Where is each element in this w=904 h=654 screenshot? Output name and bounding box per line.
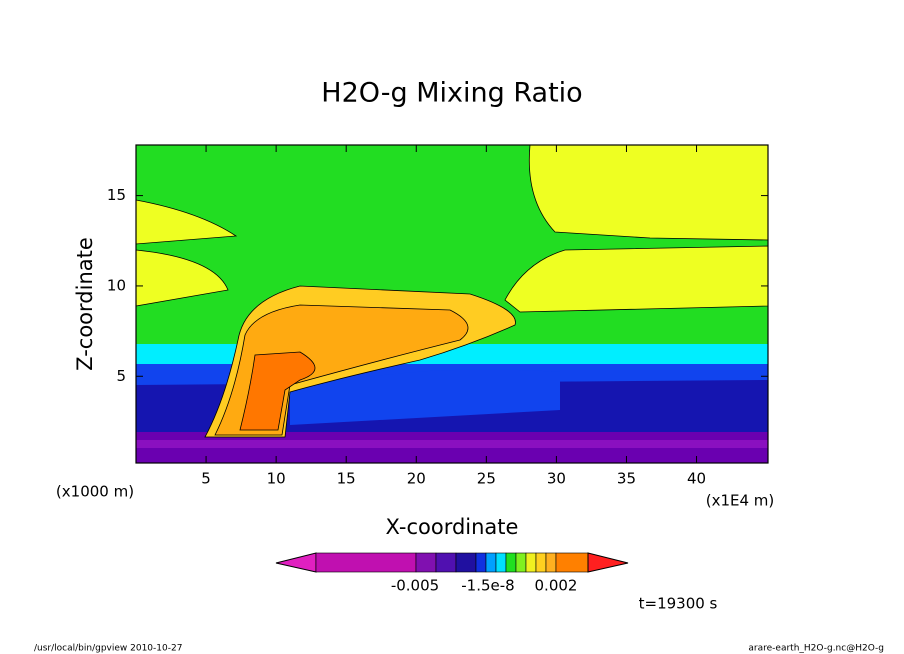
time-label: t=19300 s — [639, 595, 718, 613]
chart-title: H2O-g Mixing Ratio — [321, 78, 582, 109]
colorbar-label: 0.002 — [535, 577, 578, 595]
x-tick-label: 25 — [477, 470, 496, 488]
field-orange-dark — [239, 351, 316, 431]
y-tick-label: 10 — [107, 276, 126, 294]
field-purple — [136, 440, 768, 448]
colorbar — [275, 552, 629, 573]
field-blue — [290, 369, 560, 425]
colorbar-end — [275, 552, 317, 573]
x-tick-label: 5 — [201, 470, 211, 488]
colorbar-segment — [545, 552, 557, 573]
colorbar-segment — [495, 552, 507, 573]
colorbar-segment — [555, 552, 589, 573]
colorbar-segment — [535, 552, 547, 573]
y-axis-label: Z-coordinate — [73, 237, 97, 371]
colorbar-end — [587, 552, 629, 573]
x-tick-label: 15 — [337, 470, 356, 488]
field-yellow — [135, 249, 229, 307]
colorbar-segment — [435, 552, 457, 573]
colorbar-label: -0.005 — [391, 577, 439, 595]
y-tick-label: 5 — [116, 367, 126, 385]
x-tick-label: 35 — [617, 470, 636, 488]
x-tick-label: 20 — [407, 470, 426, 488]
colorbar-segment — [505, 552, 517, 573]
field-yellow — [135, 199, 238, 245]
colorbar-segment — [415, 552, 437, 573]
colorbar-segment — [515, 552, 527, 573]
footer-right: arare-earth_H2O-g.nc@H2O-g — [748, 644, 884, 654]
x-tick-label: 10 — [267, 470, 286, 488]
colorbar-segment — [525, 552, 537, 573]
colorbar-segment — [315, 552, 417, 573]
footer-left: /usr/local/bin/gpview 2010-10-27 — [34, 644, 182, 654]
plot-frame — [135, 144, 769, 464]
field-yellow — [528, 144, 769, 241]
y-tick-label: 15 — [107, 186, 126, 204]
x-tick-label: 30 — [547, 470, 566, 488]
x-axis-label: X-coordinate — [386, 515, 519, 539]
colorbar-segment — [455, 552, 477, 573]
colorbar-label: -1.5e-8 — [461, 577, 514, 595]
contour-field — [135, 144, 769, 464]
y-unit: (x1000 m) — [56, 483, 134, 501]
colorbar-segment — [475, 552, 487, 573]
x-tick-label: 40 — [687, 470, 706, 488]
colorbar-segment — [485, 552, 497, 573]
x-unit: (x1E4 m) — [706, 492, 775, 510]
